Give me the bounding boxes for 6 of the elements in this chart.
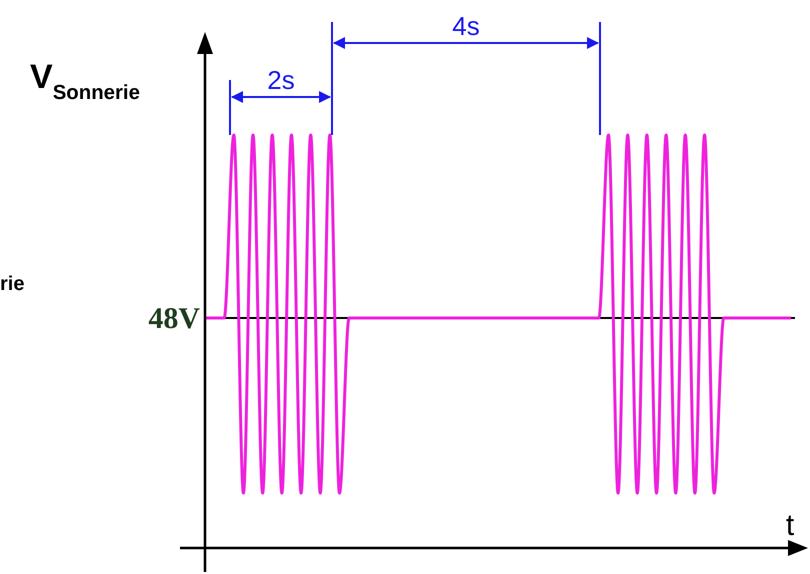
ref-line-label: 48V xyxy=(148,302,200,335)
y-axis-title: V$_{Sonnerie}$ xyxy=(30,58,140,104)
text: rie xyxy=(0,273,24,295)
text: 2s xyxy=(267,65,295,95)
x-axis-title: t xyxy=(786,509,795,542)
text: 4s xyxy=(452,11,480,41)
